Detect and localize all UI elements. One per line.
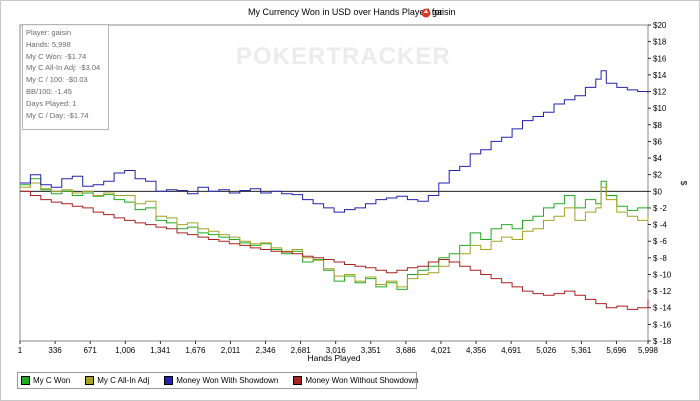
y-tick-label: $12 xyxy=(653,88,667,97)
y-tick-label: $ -16 xyxy=(653,320,672,329)
x-axis-label: Hands Played xyxy=(308,353,361,363)
stat-line: My C Won: -$1.74 xyxy=(26,51,87,61)
x-tick-label: 5,361 xyxy=(571,346,592,355)
y-axis: $20 $18 $16 $14 $12 $10 $8 $6 $4 $2 $0 $ -2 $ -4 $ -6… xyxy=(648,21,672,346)
x-tick-label: 4,691 xyxy=(501,346,522,355)
legend-swatch xyxy=(293,376,303,385)
y-tick-label: $ -2 xyxy=(653,204,667,213)
y-tick-label: $ -14 xyxy=(653,304,672,313)
x-tick-label: 3,686 xyxy=(396,346,417,355)
y-tick-label: $4 xyxy=(653,154,662,163)
legend-item-my-c-won: My C Won xyxy=(21,376,70,385)
legend-swatch xyxy=(85,376,95,385)
x-axis: 1 336 671 1,006 1,341 1,676 2,011 2,346 2,681 3,0… xyxy=(18,341,659,355)
stat-line: Hands: 5,998 xyxy=(26,39,71,49)
stat-line: Days Played: 1 xyxy=(26,98,77,108)
legend-swatch xyxy=(21,376,30,385)
legend-item-money-won-with-showdown: Money Won With Showdown xyxy=(164,376,278,385)
y-tick-label: $18 xyxy=(653,38,667,47)
legend: My C Won My C All-In Adj Money Won With Sh… xyxy=(17,372,419,389)
x-tick-label: 2,011 xyxy=(221,346,241,355)
chart-title-text: My Currency Won in USD over Hands Played… xyxy=(248,7,442,17)
x-tick-label: 5,696 xyxy=(606,346,627,355)
stat-line: My C All-In Adj: -$3.04 xyxy=(26,63,101,73)
chart-title: My Currency Won in USD over Hands Played… xyxy=(248,7,442,17)
y-axis-label: $ xyxy=(679,181,689,186)
legend-item-my-c-all-in-adj: My C All-In Adj xyxy=(85,376,149,385)
legend-label: Money Won With Showdown xyxy=(176,376,279,385)
y-tick-label: $ -8 xyxy=(653,254,667,263)
y-tick-label: $0 xyxy=(653,187,662,196)
stat-line: My C / Day: -$1.74 xyxy=(26,110,89,120)
y-tick-label: $ -4 xyxy=(653,221,667,230)
series-layer xyxy=(20,70,649,310)
y-tick-label: $20 xyxy=(653,21,667,30)
x-tick-label: 3,351 xyxy=(361,346,382,355)
legend-label: My C All-In Adj xyxy=(97,376,150,385)
y-tick-label: $ -18 xyxy=(653,337,672,346)
x-tick-label: 336 xyxy=(48,346,62,355)
y-tick-label: $8 xyxy=(653,121,662,130)
x-tick-label: 5,998 xyxy=(638,346,659,355)
legend-label: My C Won xyxy=(33,376,71,385)
x-tick-label: 4,021 xyxy=(431,346,452,355)
chart-title-player: gaisin xyxy=(432,7,456,17)
y-tick-label: $ -10 xyxy=(653,270,672,279)
x-tick-label: 1 xyxy=(18,346,23,355)
x-tick-label: 1,676 xyxy=(185,346,206,355)
player-stats-box: Player: gaisin Hands: 5,998 My C Won: -$1.… xyxy=(22,24,109,130)
x-tick-label: 2,681 xyxy=(291,346,312,355)
x-tick-label: 671 xyxy=(83,346,97,355)
y-tick-label: $16 xyxy=(653,54,667,63)
series-line-my-c-won xyxy=(20,178,649,290)
y-tick-label: $10 xyxy=(653,104,667,113)
legend-label: Money Won Without Showdown xyxy=(305,376,419,385)
y-tick-label: $14 xyxy=(653,71,667,80)
x-tick-label: 3,016 xyxy=(326,346,347,355)
x-tick-label: 5,026 xyxy=(536,346,557,355)
series-line-my-c-all-in-adj xyxy=(20,182,649,288)
stat-line: BB/100: -1.45 xyxy=(26,86,72,96)
legend-swatch xyxy=(164,376,174,385)
x-tick-label: 4,356 xyxy=(466,346,487,355)
stat-line: Player: gaisin xyxy=(26,28,72,37)
y-tick-label: $ -6 xyxy=(653,237,667,246)
series-line-money-won-with-showdown xyxy=(20,70,649,213)
x-tick-label: 1,006 xyxy=(115,346,136,355)
legend-item-money-won-without-showdown: Money Won Without Showdown xyxy=(293,376,419,385)
y-tick-label: $2 xyxy=(653,171,662,180)
y-tick-label: $ -12 xyxy=(653,287,672,296)
x-tick-label: 1,341 xyxy=(150,346,171,355)
y-tick-label: $6 xyxy=(653,137,662,146)
player-icon xyxy=(421,8,431,18)
x-tick-label: 2,346 xyxy=(256,346,277,355)
series-line-money-won-without-showdown xyxy=(20,190,649,310)
watermark-text: POKERTRACKER xyxy=(236,43,451,70)
stat-line: My C / 100: -$0.03 xyxy=(26,75,88,85)
